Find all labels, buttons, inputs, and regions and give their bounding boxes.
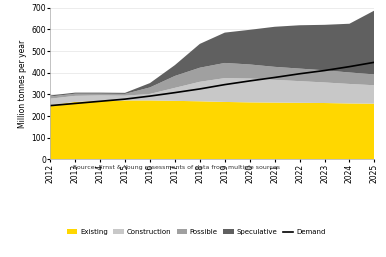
Demand <box>73 102 78 105</box>
Demand <box>173 91 177 94</box>
Demand <box>147 95 152 98</box>
Demand <box>123 98 127 101</box>
Demand <box>347 65 352 68</box>
Demand <box>222 83 227 86</box>
Demand <box>322 69 327 72</box>
Demand <box>198 87 202 90</box>
Legend: Existing, Construction, Possible, Speculative, Demand: Existing, Construction, Possible, Specul… <box>64 226 328 238</box>
Demand <box>273 76 277 79</box>
Demand <box>98 100 102 103</box>
Demand <box>247 79 252 82</box>
Y-axis label: Million tonnes per year: Million tonnes per year <box>18 39 27 128</box>
Demand <box>297 72 302 75</box>
Line: Demand: Demand <box>50 62 374 106</box>
Demand <box>48 104 52 107</box>
Demand <box>372 61 377 64</box>
Text: Source: Ernst & Young assessments of data from multiple sources: Source: Ernst & Young assessments of dat… <box>73 166 280 170</box>
